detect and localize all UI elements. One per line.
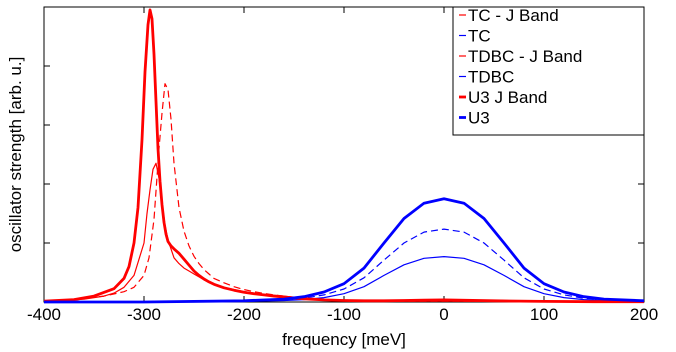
legend-label: TC - J Band	[468, 6, 559, 25]
x-tick-label: 200	[630, 305, 658, 324]
legend-label: U3	[468, 109, 490, 128]
legend-label: TDBC	[468, 68, 514, 87]
series-lines	[43, 8, 645, 304]
series-line-u3	[44, 197, 645, 304]
x-tick-label: -300	[127, 305, 161, 324]
x-tick-label: -100	[327, 305, 361, 324]
y-axis-label: oscillator strength [arb. u.]	[6, 57, 25, 253]
legend-label: U3 J Band	[468, 88, 547, 107]
legend-box	[452, 6, 645, 136]
legend-label: TC	[468, 27, 491, 46]
series-line-tdbc-j-band	[43, 83, 644, 303]
series-line-tc	[44, 256, 645, 303]
legend-label: TDBC - J Band	[468, 47, 582, 66]
x-tick-labels: -400 -300 -200 -100 0 100 200	[27, 305, 658, 324]
x-tick-label: 0	[439, 305, 448, 324]
x-tick-label: -200	[227, 305, 261, 324]
series-line-u3-j-band	[43, 8, 644, 304]
x-axis-label: frequency [meV]	[282, 330, 406, 349]
x-tick-label: 100	[530, 305, 558, 324]
x-tick-label: -400	[27, 305, 61, 324]
